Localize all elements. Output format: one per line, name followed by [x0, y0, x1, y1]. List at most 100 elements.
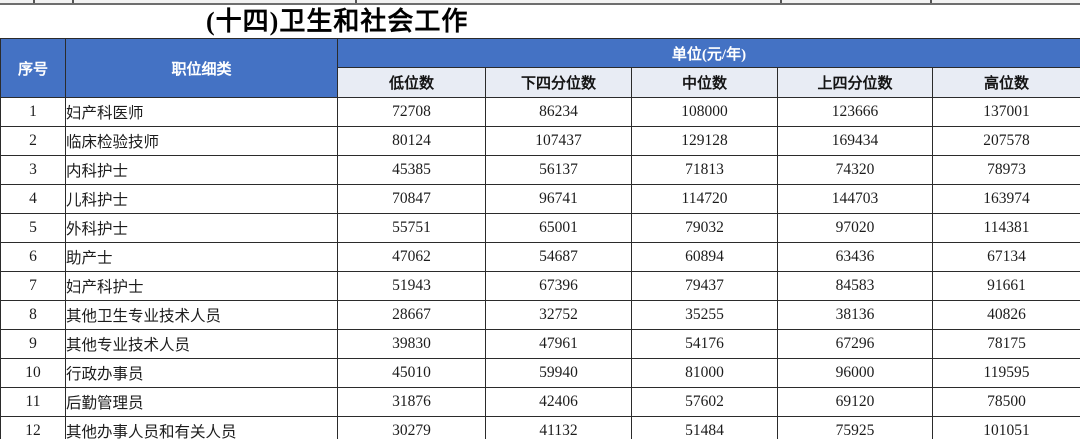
cell-q1: 54687 [485, 242, 632, 272]
cell-median: 71813 [631, 155, 778, 185]
cell-no: 6 [0, 242, 66, 272]
cell-high: 91661 [931, 271, 1080, 301]
cell-q3: 75925 [777, 416, 933, 439]
grid-tick [355, 0, 357, 3]
table-row: 8 其他卫生专业技术人员 28667 32752 35255 38136 408… [0, 300, 1080, 330]
cell-high: 137001 [931, 97, 1080, 127]
grid-tick [33, 0, 35, 3]
cell-median: 54176 [631, 329, 778, 359]
cell-no: 8 [0, 300, 66, 330]
cell-median: 60894 [631, 242, 778, 272]
cell-q1: 59940 [485, 358, 632, 388]
cell-name: 内科护士 [65, 155, 338, 185]
cell-median: 51484 [631, 416, 778, 439]
cell-low: 30279 [337, 416, 486, 439]
cell-low: 80124 [337, 126, 486, 156]
previous-table-bottom-edge [0, 0, 1080, 5]
cell-low: 55751 [337, 213, 486, 243]
grid-tick [780, 0, 782, 3]
header-unit: 单位(元/年) [336, 38, 1080, 68]
cell-high: 40826 [931, 300, 1080, 330]
table-header: 序号 职位细类 单位(元/年) 低位数 下四分位数 中位数 上四分位数 高位数 [0, 38, 1080, 98]
cell-q3: 169434 [777, 126, 933, 156]
cell-low: 47062 [337, 242, 486, 272]
cell-name: 临床检验技师 [65, 126, 338, 156]
cell-high: 207578 [931, 126, 1080, 156]
cell-low: 45010 [337, 358, 486, 388]
table-row: 1 妇产科医师 72708 86234 108000 123666 137001 [0, 97, 1080, 127]
cell-high: 78973 [931, 155, 1080, 185]
cell-high: 163974 [931, 184, 1080, 214]
cell-q3: 84583 [777, 271, 933, 301]
cell-low: 28667 [337, 300, 486, 330]
cell-name: 助产士 [65, 242, 338, 272]
cell-q3: 123666 [777, 97, 933, 127]
salary-table: 序号 职位细类 单位(元/年) 低位数 下四分位数 中位数 上四分位数 高位数 … [0, 38, 1080, 439]
cell-high: 114381 [931, 213, 1080, 243]
cell-high: 67134 [931, 242, 1080, 272]
cell-low: 70847 [337, 184, 486, 214]
header-median: 中位数 [631, 67, 778, 98]
cell-no: 11 [0, 387, 66, 417]
table-row: 6 助产士 47062 54687 60894 63436 67134 [0, 242, 1080, 272]
cell-no: 5 [0, 213, 66, 243]
cell-q1: 42406 [485, 387, 632, 417]
cell-no: 10 [0, 358, 66, 388]
table-row: 12 其他办事人员和有关人员 30279 41132 51484 75925 1… [0, 416, 1080, 439]
cell-median: 129128 [631, 126, 778, 156]
header-index: 序号 [0, 38, 66, 98]
cell-no: 9 [0, 329, 66, 359]
cell-median: 108000 [631, 97, 778, 127]
cell-median: 81000 [631, 358, 778, 388]
cell-name: 行政办事员 [65, 358, 338, 388]
table-row: 5 外科护士 55751 65001 79032 97020 114381 [0, 213, 1080, 243]
cell-name: 儿科护士 [65, 184, 338, 214]
cell-name: 妇产科医师 [65, 97, 338, 127]
cell-q1: 47961 [485, 329, 632, 359]
cell-no: 2 [0, 126, 66, 156]
cell-high: 119595 [931, 358, 1080, 388]
cell-no: 1 [0, 97, 66, 127]
cell-q1: 32752 [485, 300, 632, 330]
grid-tick [72, 0, 74, 3]
cell-q1: 86234 [485, 97, 632, 127]
header-low: 低位数 [337, 67, 486, 98]
cell-median: 35255 [631, 300, 778, 330]
cell-no: 4 [0, 184, 66, 214]
cell-no: 7 [0, 271, 66, 301]
table-row: 4 儿科护士 70847 96741 114720 144703 163974 [0, 184, 1080, 214]
cell-q3: 38136 [777, 300, 933, 330]
cell-q3: 144703 [777, 184, 933, 214]
cell-q3: 74320 [777, 155, 933, 185]
header-q3: 上四分位数 [777, 67, 933, 98]
cell-name: 后勤管理员 [65, 387, 338, 417]
cell-low: 45385 [337, 155, 486, 185]
cell-low: 31876 [337, 387, 486, 417]
cell-q1: 56137 [485, 155, 632, 185]
cell-low: 51943 [337, 271, 486, 301]
cell-median: 57602 [631, 387, 778, 417]
table-row: 3 内科护士 45385 56137 71813 74320 78973 [0, 155, 1080, 185]
cell-median: 79032 [631, 213, 778, 243]
cell-q3: 97020 [777, 213, 933, 243]
cell-median: 114720 [631, 184, 778, 214]
table-row: 2 临床检验技师 80124 107437 129128 169434 2075… [0, 126, 1080, 156]
grid-tick [930, 0, 932, 3]
cell-q1: 107437 [485, 126, 632, 156]
cell-q3: 69120 [777, 387, 933, 417]
cell-q1: 65001 [485, 213, 632, 243]
header-high: 高位数 [931, 67, 1080, 98]
cell-q1: 41132 [485, 416, 632, 439]
section-title: (十四)卫生和社会工作 [206, 7, 469, 36]
cell-high: 78500 [931, 387, 1080, 417]
section-title-row: (十四)卫生和社会工作 [0, 5, 1080, 38]
cell-no: 12 [0, 416, 66, 439]
cell-name: 其他卫生专业技术人员 [65, 300, 338, 330]
table-row: 11 后勤管理员 31876 42406 57602 69120 78500 [0, 387, 1080, 417]
cell-low: 72708 [337, 97, 486, 127]
cell-name: 外科护士 [65, 213, 338, 243]
table-row: 9 其他专业技术人员 39830 47961 54176 67296 78175 [0, 329, 1080, 359]
cell-high: 78175 [931, 329, 1080, 359]
cell-q3: 96000 [777, 358, 933, 388]
